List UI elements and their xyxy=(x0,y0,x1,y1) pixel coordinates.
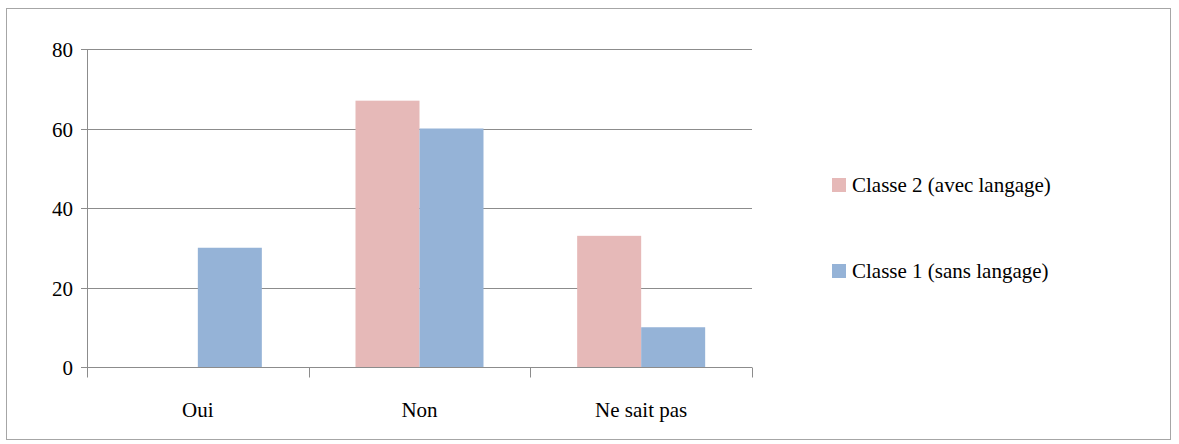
y-tick xyxy=(81,129,87,130)
y-tick-label: 80 xyxy=(52,38,73,62)
chart: 0 20 40 60 80 Oui Non Ne sait pas Classe 2 (avec… xyxy=(0,0,1179,444)
y-tick xyxy=(81,49,87,50)
y-tick-label: 60 xyxy=(52,118,73,142)
bar xyxy=(641,327,705,367)
x-tick-label: Non xyxy=(401,398,438,422)
bar xyxy=(577,236,641,367)
y-tick-label: 20 xyxy=(52,277,73,301)
bar xyxy=(198,248,262,367)
grid-line xyxy=(87,49,752,50)
x-tick xyxy=(309,368,310,378)
y-axis xyxy=(87,49,88,367)
x-tick xyxy=(530,368,531,378)
bar xyxy=(134,367,198,368)
x-tick-label: Ne sait pas xyxy=(595,398,687,422)
x-tick xyxy=(752,368,753,378)
legend-label: Classe 1 (sans langage) xyxy=(852,259,1049,283)
grid-line xyxy=(87,367,752,368)
y-tick xyxy=(81,288,87,289)
x-axis xyxy=(87,367,752,368)
y-tick xyxy=(81,208,87,209)
bars xyxy=(198,101,705,367)
x-tick xyxy=(87,368,88,378)
y-tick-label: 0 xyxy=(63,356,74,380)
bar xyxy=(356,101,420,367)
x-tick-label: Oui xyxy=(182,398,214,422)
bar xyxy=(420,129,484,368)
legend-swatch xyxy=(832,264,846,278)
y-tick-label: 40 xyxy=(52,197,73,221)
chart-frame xyxy=(7,9,1171,440)
legend-swatch xyxy=(832,178,846,192)
legend-label: Classe 2 (avec langage) xyxy=(852,173,1051,197)
y-tick xyxy=(81,367,87,368)
